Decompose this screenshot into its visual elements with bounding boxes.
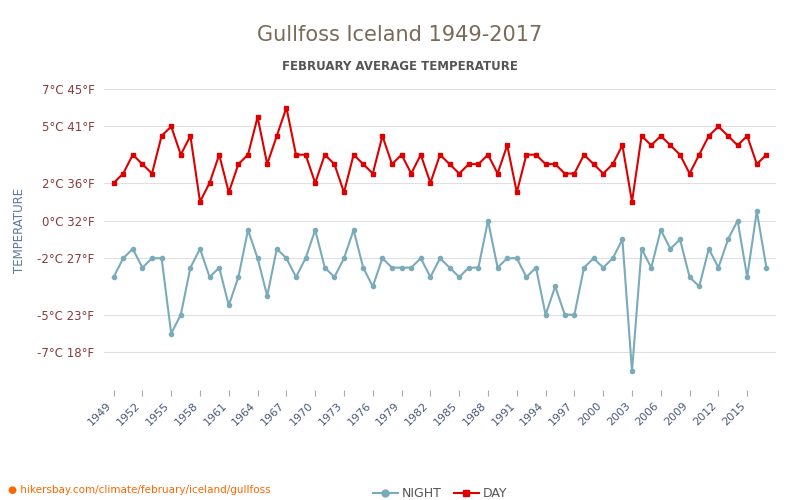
Text: Gullfoss Iceland 1949-2017: Gullfoss Iceland 1949-2017 (258, 25, 542, 45)
Text: FEBRUARY AVERAGE TEMPERATURE: FEBRUARY AVERAGE TEMPERATURE (282, 60, 518, 73)
Y-axis label: TEMPERATURE: TEMPERATURE (13, 188, 26, 272)
Legend: NIGHT, DAY: NIGHT, DAY (368, 482, 512, 500)
Text: ● hikersbay.com/climate/february/iceland/gullfoss: ● hikersbay.com/climate/february/iceland… (8, 485, 270, 495)
